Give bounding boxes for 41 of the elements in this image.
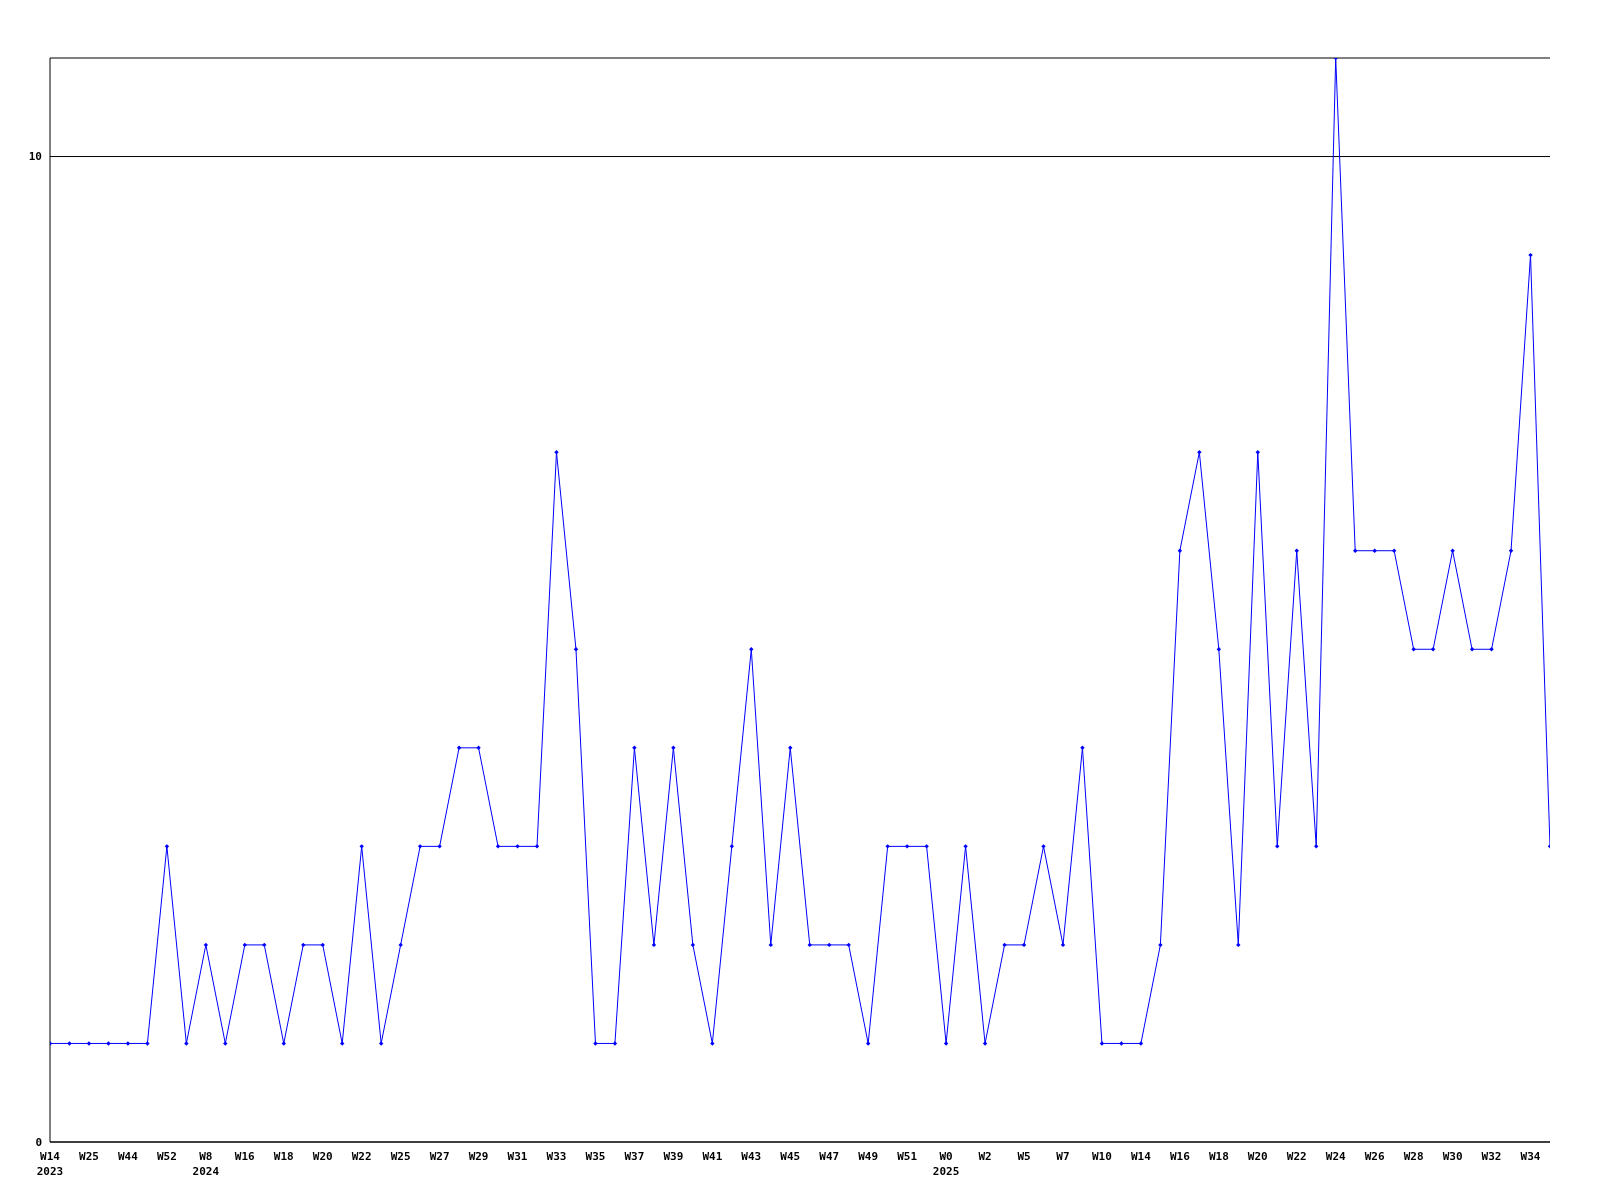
x-tick-label: W10 bbox=[1092, 1150, 1112, 1163]
x-tick-label: W52 bbox=[156, 1150, 177, 1163]
x-tick-label: W22 bbox=[1286, 1150, 1307, 1163]
x-tick-label: W16 bbox=[1169, 1150, 1191, 1163]
x-tick-label: W8 2024 bbox=[192, 1150, 220, 1178]
x-tick-label: W7 bbox=[1056, 1150, 1070, 1163]
x-tick-label: W35 bbox=[585, 1150, 606, 1163]
x-tick-label: W16 bbox=[234, 1150, 256, 1163]
x-tick-label: W34 bbox=[1520, 1150, 1541, 1163]
x-tick-label: W24 bbox=[1325, 1150, 1347, 1163]
x-tick-label: W28 bbox=[1403, 1150, 1424, 1163]
x-tick-label: W5 bbox=[1017, 1150, 1031, 1163]
x-tick-label: W29 bbox=[468, 1150, 489, 1163]
y-tick-label: 10 bbox=[28, 150, 42, 164]
x-tick-label: W27 bbox=[429, 1150, 450, 1163]
x-tick-label: W20 bbox=[1247, 1150, 1268, 1163]
x-tick-label: W47 bbox=[819, 1150, 840, 1163]
x-tick-label: W33 bbox=[546, 1150, 567, 1163]
x-tick-label: W31 bbox=[507, 1150, 528, 1163]
x-tick-label: W14 2023 bbox=[36, 1150, 64, 1178]
y-tick-label: 0 bbox=[35, 1135, 42, 1149]
x-tick-label: W41 bbox=[702, 1150, 723, 1163]
x-tick-label: W51 bbox=[897, 1150, 918, 1163]
x-tick-label: W18 bbox=[1208, 1150, 1229, 1163]
x-tick-label: W2 bbox=[978, 1150, 992, 1163]
x-tick-label: W49 bbox=[858, 1150, 879, 1163]
x-tick-label: W14 bbox=[1130, 1150, 1152, 1163]
x-tick-label: W44 bbox=[117, 1150, 139, 1163]
x-tick-label: W22 bbox=[351, 1150, 372, 1163]
x-tick-label: W43 bbox=[741, 1150, 762, 1163]
x-tick-label: W25 bbox=[390, 1150, 411, 1163]
x-tick-label: W20 bbox=[312, 1150, 333, 1163]
x-tick-label: W30 bbox=[1442, 1150, 1463, 1163]
x-tick-label: W37 bbox=[624, 1150, 645, 1163]
x-tick-label: W45 bbox=[780, 1150, 801, 1163]
x-tick-label: W26 bbox=[1364, 1150, 1385, 1163]
x-tick-label: W25 bbox=[79, 1150, 99, 1163]
x-tick-label: W0 2025 bbox=[932, 1150, 960, 1178]
x-tick-label: W18 bbox=[273, 1150, 294, 1163]
x-tick-label: W32 bbox=[1481, 1150, 1502, 1163]
x-tick-label: W39 bbox=[663, 1150, 684, 1163]
